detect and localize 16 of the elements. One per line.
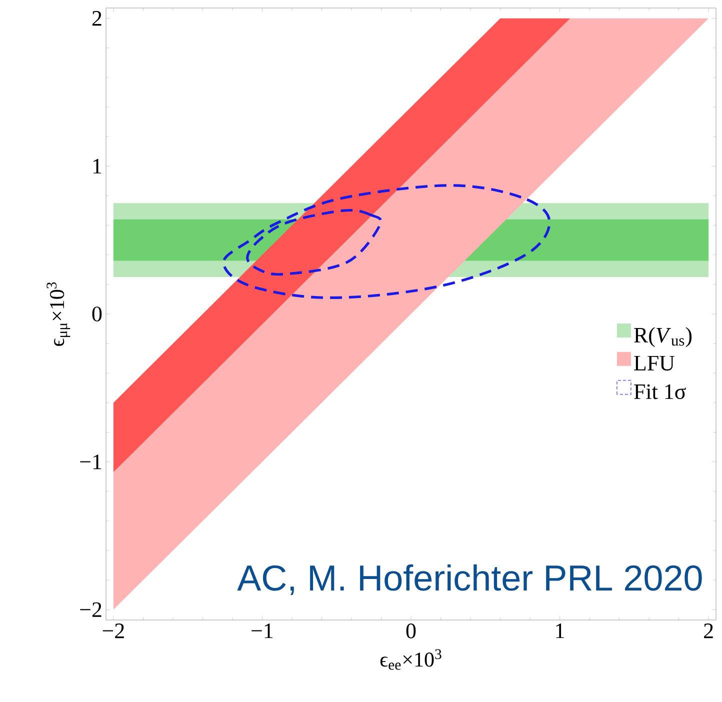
- x-tick-label: 0: [406, 624, 416, 638]
- y-tick-label: 0: [92, 306, 102, 322]
- x-tick-label: −2: [102, 624, 124, 638]
- y-tick-label: −1: [80, 454, 102, 470]
- y-tick-label: 2: [92, 11, 102, 26]
- annotation: AC, M. Hoferichter PRL 2020: [237, 564, 702, 596]
- y-tick-label: 1: [93, 158, 102, 174]
- x-tick-label: 1: [556, 624, 564, 638]
- x-tick-label: −1: [252, 624, 273, 638]
- legend-label: LFU: [634, 356, 675, 371]
- x-axis-title: ϵ$_{ee}$×10$^{3}$: [380, 649, 442, 670]
- y-tick-label: −2: [80, 602, 102, 617]
- legend-label: R(V$_{us}$): [634, 327, 692, 348]
- annotation: Fit 1σ: [634, 384, 686, 400]
- y-axis-title: ϵ$_{μμ}$×10$^{3}$: [46, 282, 70, 346]
- x-tick-label: 2: [704, 624, 713, 638]
